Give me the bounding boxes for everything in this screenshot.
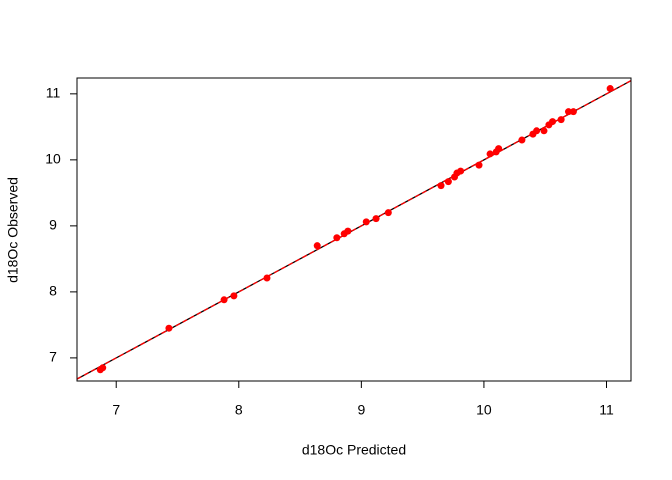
y-axis-label: d18Oc Observed — [5, 177, 21, 283]
point-layer — [96, 85, 614, 374]
point — [384, 209, 392, 217]
point — [99, 364, 107, 372]
point — [333, 234, 341, 242]
point — [437, 182, 445, 190]
point — [362, 218, 370, 226]
x-tick-label: 8 — [235, 402, 243, 418]
point — [165, 324, 173, 332]
point — [564, 108, 572, 116]
point — [495, 145, 503, 153]
point — [220, 296, 228, 304]
point — [457, 167, 465, 175]
y-tick-label: 7 — [49, 349, 57, 365]
point — [263, 274, 271, 282]
x-axis-label: d18Oc Predicted — [302, 442, 406, 458]
x-tick-label: 11 — [599, 402, 614, 418]
x-tick-label: 10 — [476, 402, 492, 418]
y-tick-label: 9 — [49, 217, 57, 233]
point — [475, 161, 483, 169]
point — [549, 118, 557, 126]
point — [444, 178, 452, 186]
point — [313, 242, 321, 250]
point — [518, 136, 526, 144]
point — [486, 150, 494, 158]
point — [540, 127, 548, 135]
point — [557, 116, 565, 124]
point — [344, 227, 352, 235]
point — [230, 292, 238, 300]
point — [606, 85, 614, 93]
y-tick-label: 10 — [45, 151, 61, 167]
y-tick-label: 11 — [46, 85, 61, 101]
plot-frame — [76, 77, 632, 382]
point — [569, 108, 577, 116]
y-tick-label: 8 — [49, 283, 57, 299]
x-tick-label: 7 — [112, 402, 120, 418]
point — [372, 215, 380, 223]
point — [533, 127, 541, 135]
x-tick-label: 9 — [357, 402, 365, 418]
